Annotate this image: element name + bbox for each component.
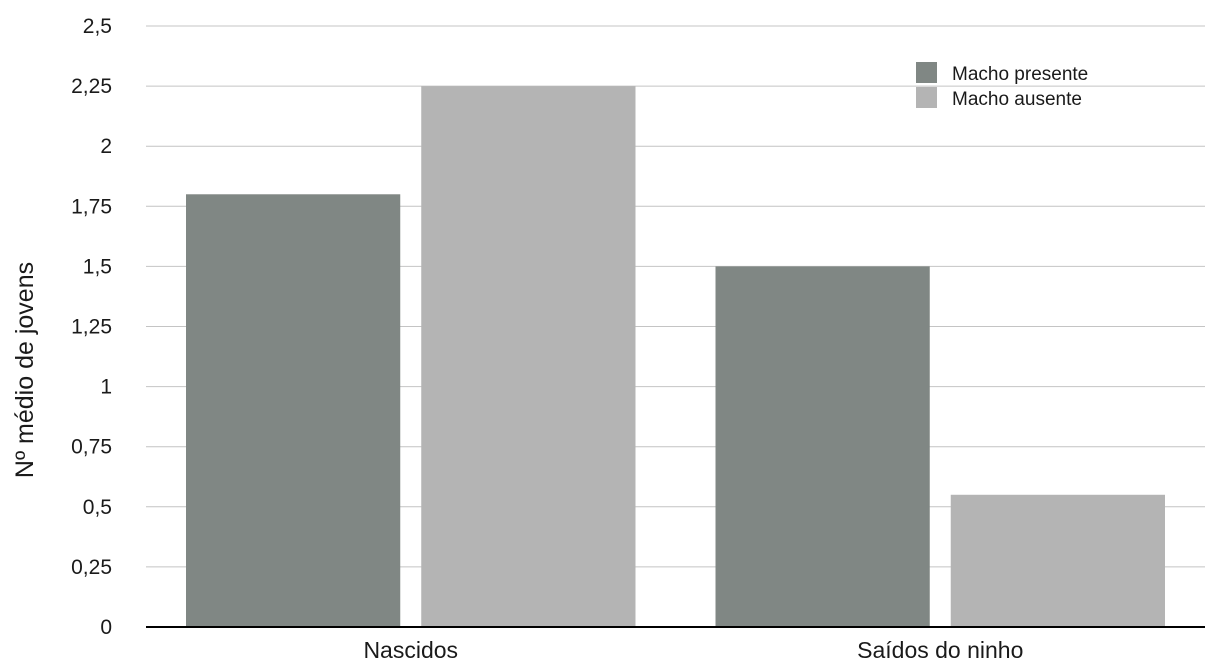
bar-0-0 — [186, 194, 401, 627]
y-tick-label: 0,25 — [71, 556, 112, 579]
y-tick-label: 2 — [100, 135, 112, 158]
legend: Macho presente Macho ausente — [916, 62, 1088, 110]
y-tick-label: 1 — [100, 376, 112, 399]
y-tick-label: 1,5 — [83, 255, 112, 278]
bar-1-1 — [950, 494, 1165, 627]
y-tick-label: 0,75 — [71, 436, 112, 459]
x-category-labels: Nascidos Saídos do ninho — [363, 637, 1023, 662]
y-tick-label: 0,5 — [83, 496, 112, 519]
legend-label: Macho presente — [952, 64, 1088, 85]
y-tick-label: 0 — [100, 616, 112, 639]
bar-1-0 — [715, 266, 930, 627]
y-tick-label: 2,25 — [71, 75, 112, 98]
x-category-label: Nascidos — [363, 637, 458, 662]
legend-swatch — [916, 87, 937, 108]
y-axis-title: Nº médio de jovens — [11, 262, 39, 478]
y-tick-label: 2,5 — [83, 15, 112, 38]
y-tick-label: 1,25 — [71, 316, 112, 339]
legend-label: Macho ausente — [952, 89, 1082, 110]
legend-swatch — [916, 62, 937, 83]
y-tick-label: 1,75 — [71, 195, 112, 218]
x-category-label: Saídos do ninho — [857, 637, 1023, 662]
bars — [186, 86, 1165, 628]
y-tick-labels: 0 0,25 0,5 0,75 1 1,25 1,5 1,75 2 2,25 2,5 — [71, 15, 112, 639]
bar-0-1 — [421, 86, 636, 628]
